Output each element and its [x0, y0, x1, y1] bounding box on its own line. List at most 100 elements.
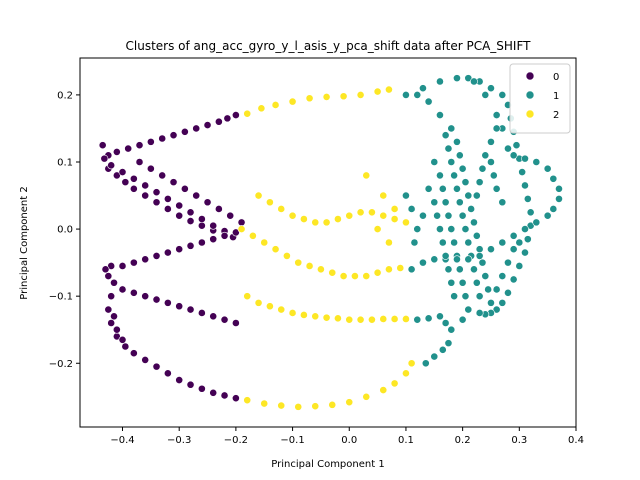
cluster-1-point [498, 91, 507, 99]
cluster-0-point [197, 384, 206, 393]
cluster-2-point [322, 93, 331, 101]
x-tick-label: −0.1 [280, 435, 304, 446]
cluster-2-point [339, 272, 348, 280]
cluster-0-point [231, 111, 240, 119]
cluster-1-point [475, 178, 484, 187]
cluster-0-point [192, 191, 201, 200]
cluster-1-point [447, 158, 456, 166]
cluster-1-point [453, 184, 461, 193]
cluster-1-point [504, 288, 512, 297]
cluster-1-point [453, 137, 461, 146]
legend-marker [525, 109, 535, 119]
cluster-1-point [481, 151, 490, 160]
cluster-2-point [265, 198, 274, 207]
cluster-2-point [322, 313, 331, 322]
cluster-1-point [487, 84, 495, 93]
cluster-1-point [549, 205, 558, 213]
cluster-1-point [450, 171, 459, 180]
x-tick-label: 0.2 [455, 435, 471, 446]
cluster-0-point [112, 148, 121, 156]
cluster-1-point [433, 211, 442, 220]
cluster-1-point [430, 255, 439, 264]
cluster-0-point [163, 298, 172, 307]
cluster-1-point [436, 111, 444, 119]
cluster-1-point [447, 325, 456, 334]
cluster-0-point [135, 141, 144, 150]
cluster-1-point [481, 91, 490, 99]
cluster-0-point [226, 211, 235, 220]
cluster-1-point [455, 265, 464, 274]
cluster-1-point [498, 272, 507, 280]
cluster-1-point [523, 235, 532, 244]
cluster-1-point [478, 258, 487, 267]
cluster-2-point [305, 94, 314, 103]
cluster-1-point [478, 164, 487, 173]
legend-box [509, 63, 571, 134]
cluster-2-point [351, 272, 359, 280]
cluster-1-point [521, 225, 529, 233]
cluster-0-point [197, 309, 206, 317]
cluster-2-point [407, 359, 416, 368]
cluster-0-point [203, 198, 212, 207]
cluster-0-point [107, 292, 116, 301]
cluster-0-point [129, 258, 138, 267]
cluster-0-point [175, 302, 184, 311]
cluster-0-point [220, 231, 229, 240]
cluster-0-point [163, 205, 172, 213]
cluster-2-point [328, 268, 337, 277]
cluster-0-point [163, 248, 172, 257]
chart-title: Clusters of ang_acc_gyro_y_l_asis_y_pca_… [126, 39, 532, 53]
cluster-0-point [220, 315, 229, 324]
cluster-1-point [498, 298, 507, 307]
cluster-1-point [421, 359, 430, 368]
cluster-2-point [277, 205, 286, 213]
cluster-0-point [152, 252, 161, 260]
cluster-1-point [464, 74, 473, 83]
cluster-0-point [112, 171, 121, 180]
cluster-2-point [260, 399, 269, 408]
cluster-1-point [424, 314, 433, 323]
cluster-2-point [243, 396, 252, 405]
cluster-0-point [118, 335, 127, 344]
cluster-1-point [430, 158, 439, 166]
cluster-0-point [129, 349, 138, 358]
cluster-0-point [169, 131, 178, 140]
cluster-1-point [472, 278, 481, 287]
cluster-1-point [504, 258, 512, 267]
cluster-0-point [197, 215, 206, 223]
cluster-1-point [509, 151, 518, 160]
cluster-1-point [438, 238, 447, 247]
cluster-1-point [436, 225, 444, 233]
cluster-0-point [152, 198, 161, 207]
cluster-1-point [458, 278, 467, 287]
cluster-0-point [141, 356, 150, 364]
cluster-0-point [158, 171, 167, 180]
cluster-0-point [118, 285, 127, 294]
cluster-2-point [345, 315, 354, 324]
cluster-2-point [379, 191, 388, 200]
cluster-2-point [345, 211, 354, 220]
cluster-1-point [487, 245, 495, 254]
cluster-2-point [257, 104, 266, 113]
cluster-0-point [180, 127, 189, 136]
cluster-1-point [419, 211, 427, 220]
y-tick-label: 0.0 [57, 225, 73, 236]
cluster-2-point [300, 215, 308, 223]
cluster-1-point [470, 77, 478, 86]
y-axis-title: Principal Component 2 [19, 186, 30, 299]
cluster-1-point [475, 292, 484, 301]
cluster-1-point [436, 77, 444, 86]
cluster-1-point [492, 124, 501, 133]
cluster-1-point [447, 225, 456, 233]
cluster-0-point [107, 262, 116, 270]
cluster-2-point [356, 315, 365, 324]
cluster-1-point [504, 144, 512, 153]
cluster-0-point [129, 288, 138, 297]
cluster-1-point [509, 275, 518, 284]
cluster-1-point [461, 178, 470, 187]
cluster-0-point [100, 154, 109, 163]
cluster-0-point [107, 319, 116, 327]
cluster-1-point [458, 211, 467, 220]
cluster-0-point [175, 245, 184, 254]
cluster-2-point [277, 401, 286, 410]
